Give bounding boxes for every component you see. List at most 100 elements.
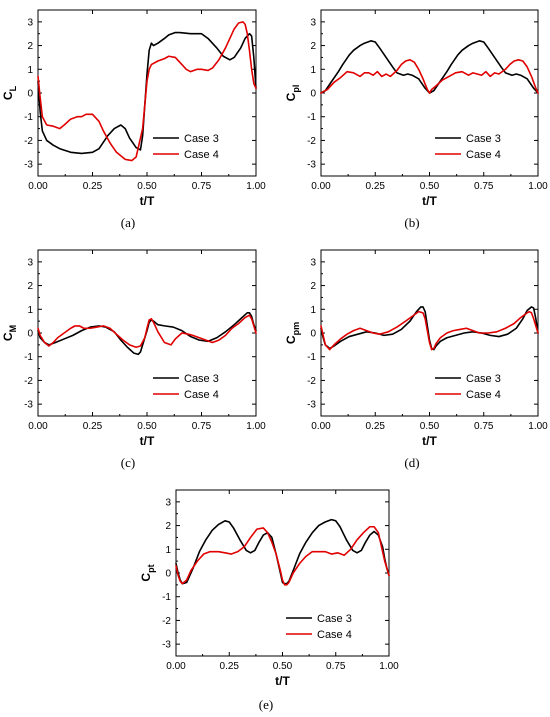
y-tick-label: -1	[307, 352, 316, 363]
x-tick-label: 0.25	[366, 421, 386, 432]
y-tick-label: 1	[165, 545, 171, 556]
legend-label: Case 4	[184, 389, 219, 401]
y-axis-title-subscript: pl	[291, 85, 301, 93]
x-tick-label: 0.75	[326, 661, 346, 672]
legend-label: Case 4	[466, 389, 501, 401]
y-tick-label: 2	[310, 41, 316, 52]
y-tick-label: -3	[24, 160, 33, 171]
legend-label: Case 4	[184, 149, 219, 161]
x-axis-title: t/T	[140, 434, 155, 448]
panel-label: (a)	[121, 215, 135, 230]
y-axis-title: CM	[1, 325, 18, 341]
plot-frame	[175, 489, 390, 657]
panel-label: (c)	[121, 455, 135, 470]
y-tick-label: 0	[310, 329, 316, 340]
panel-label: (e)	[259, 697, 273, 712]
legend-label: Case 4	[317, 629, 352, 641]
y-axis-title-main: C	[1, 332, 15, 341]
y-tick-label: 0	[165, 569, 171, 580]
chart-panel: 0.00 0.25 0.50 0.75 1.003210-1-2-3CLt/TCase …	[1, 9, 266, 230]
y-tick-label: 3	[310, 257, 316, 268]
y-tick-label: 2	[165, 521, 171, 532]
y-tick-label: 1	[27, 305, 33, 316]
series-line-case-3	[320, 40, 539, 94]
chart-panel: 0.00 0.25 0.50 0.75 1.00 3 2 1 0 -1 -2 -3 Cpt t/T Case…	[139, 489, 399, 712]
x-tick-label: 0.25	[220, 661, 240, 672]
y-tick-label: -3	[307, 400, 316, 411]
chart-panel: 0.00 0.25 0.50 0.75 1.003210-1-2-3CMt/TCase …	[1, 249, 266, 470]
y-tick-label: -2	[24, 136, 33, 147]
y-axis-title-subscript: pm	[291, 322, 301, 336]
y-axis-title-subscript: pt	[146, 564, 156, 573]
y-tick-label: -3	[307, 160, 316, 171]
y-tick-label: 1	[310, 65, 316, 76]
x-tick-label: 0.75	[474, 421, 494, 432]
y-tick-label: 0	[310, 89, 316, 100]
series-line-case-4	[320, 310, 539, 351]
x-tick-label: 0.25	[83, 421, 103, 432]
x-tick-label: 0.50	[273, 661, 293, 672]
plot-frame	[37, 9, 257, 177]
y-tick-label: 3	[27, 257, 33, 268]
x-tick-label: 0.75	[192, 181, 212, 192]
x-tick-label: 0.75	[192, 421, 212, 432]
y-tick-label: 1	[310, 305, 316, 316]
y-tick-label: -2	[24, 376, 33, 387]
x-tick-label: 1.00	[528, 421, 548, 432]
x-tick-label: 0.00	[311, 181, 331, 192]
y-axis-title-main: C	[139, 573, 153, 582]
y-axis-title: Cpm	[284, 322, 301, 344]
panel-label: (d)	[404, 455, 419, 470]
y-tick-label: 0	[27, 329, 33, 340]
y-tick-label: -3	[24, 400, 33, 411]
x-tick-label: 1.00	[379, 661, 399, 672]
y-tick-label: 2	[27, 281, 33, 292]
series-line-case-3	[37, 312, 257, 356]
x-axis-title: t/T	[275, 674, 290, 688]
y-tick-label: 2	[310, 281, 316, 292]
x-tick-label: 0.00	[166, 661, 186, 672]
y-axis-title-main: C	[284, 335, 298, 344]
x-tick-label: 1.00	[246, 421, 266, 432]
y-tick-label: -2	[307, 376, 316, 387]
y-tick-label: 3	[165, 497, 171, 508]
y-tick-label: 3	[27, 17, 33, 28]
x-axis-title: t/T	[422, 194, 437, 208]
panel-label: (b)	[404, 215, 419, 230]
legend-label: Case 3	[184, 133, 219, 145]
chart-panel: 0.00 0.25 0.50 0.75 1.00 3 2 1 0 -1 -2 -3 Cpl t/T Case…	[284, 9, 548, 230]
y-tick-label: 3	[310, 17, 316, 28]
y-tick-label: 1	[27, 65, 33, 76]
series-line-case-4	[175, 525, 390, 586]
x-tick-label: 0.50	[137, 421, 157, 432]
series-line-case-4	[320, 58, 539, 94]
y-axis-title-subscript: M	[8, 325, 18, 333]
y-tick-label: -3	[162, 640, 171, 651]
x-tick-label: 1.00	[246, 181, 266, 192]
y-tick-label: -2	[307, 136, 316, 147]
x-tick-label: 0.50	[420, 421, 440, 432]
y-tick-label: -1	[24, 352, 33, 363]
x-tick-label: 0.00	[28, 421, 48, 432]
legend-label: Case 4	[466, 149, 501, 161]
legend-label: Case 3	[317, 613, 352, 625]
legend-label: Case 3	[184, 373, 219, 385]
y-tick-label: -1	[307, 112, 316, 123]
plot-frame	[320, 249, 539, 417]
x-tick-label: 0.00	[311, 421, 331, 432]
y-axis-title-main: C	[1, 91, 15, 100]
chart-panel: 0.00 0.25 0.50 0.75 1.00 3 2 1 0 -1 -2 -3 Cpm t/T Case…	[284, 249, 548, 470]
x-tick-label: 0.25	[366, 181, 386, 192]
y-axis-title-main: C	[284, 92, 298, 101]
y-tick-label: -1	[162, 592, 171, 603]
x-tick-label: 0.75	[474, 181, 494, 192]
x-axis-title: t/T	[140, 194, 155, 208]
y-tick-label: 0	[27, 89, 33, 100]
legend-label: Case 3	[466, 133, 501, 145]
x-tick-label: 0.50	[137, 181, 157, 192]
legend-label: Case 3	[466, 373, 501, 385]
x-tick-label: 0.00	[28, 181, 48, 192]
y-axis-title: Cpt	[139, 564, 156, 581]
y-tick-label: -1	[24, 112, 33, 123]
